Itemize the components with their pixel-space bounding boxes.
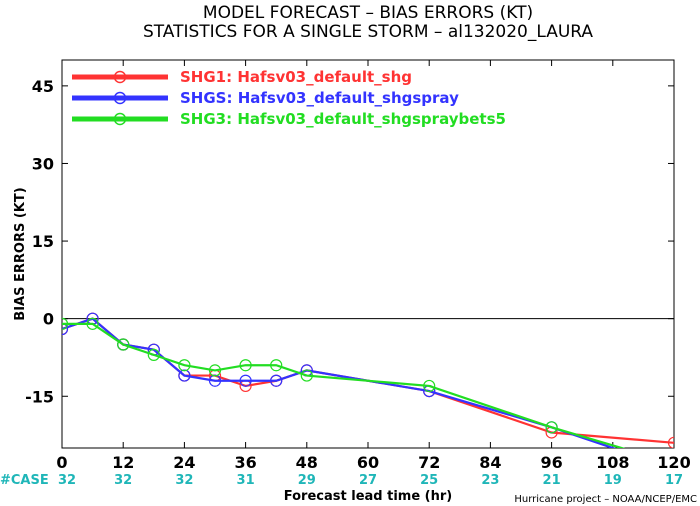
case-count: 21	[543, 473, 561, 488]
case-counts: 32 32 32 31 29 27 25 23 21 19 17	[58, 473, 683, 488]
data-point	[86, 317, 99, 330]
x-tick-label: 108	[596, 453, 629, 472]
case-count: 19	[604, 473, 622, 488]
y-tick-label: 30	[32, 154, 54, 173]
y-axis-label: BIAS ERRORS (KT)	[13, 187, 28, 320]
data-point	[147, 348, 160, 361]
series-1	[62, 312, 617, 448]
x-tick-label: 24	[173, 453, 195, 472]
legend-marker	[113, 70, 127, 84]
legend-entry-1: SHGS: Hafsv03_default_shgspray	[72, 89, 459, 107]
series-line	[62, 322, 626, 448]
case-count: 25	[420, 473, 438, 488]
data-point	[208, 364, 222, 377]
legend: SHG1: Hafsv03_default_shg SHGS: Hafsv03_d…	[72, 68, 506, 128]
x-axis-ticks: 0 12 24 36 48 60 72 84 96 108 120	[56, 60, 691, 472]
x-axis-label: Forecast lead time (hr)	[284, 489, 452, 504]
series-layer	[62, 312, 674, 448]
legend-label: SHG3: Hafsv03_default_shgspraybets5	[180, 110, 506, 128]
x-tick-label: 96	[540, 453, 562, 472]
data-point	[178, 369, 191, 382]
data-point	[545, 421, 558, 434]
data-point	[208, 374, 222, 387]
case-count: 32	[114, 473, 132, 488]
data-point	[270, 359, 283, 372]
data-point	[62, 322, 69, 336]
x-tick-label: 12	[112, 453, 134, 472]
data-point	[667, 436, 674, 448]
data-point	[423, 379, 436, 393]
x-tick-label: 0	[56, 453, 67, 472]
credit-text: Hurricane project – NOAA/NCEP/EMC	[514, 494, 697, 505]
y-tick-label: 15	[32, 232, 54, 251]
x-tick-label: 36	[234, 453, 256, 472]
x-tick-label: 60	[357, 453, 379, 472]
data-point	[270, 374, 283, 387]
case-count: 32	[175, 473, 193, 488]
case-label: #CASE	[0, 473, 49, 488]
legend-label: SHGS: Hafsv03_default_shgspray	[180, 89, 459, 107]
x-tick-label: 72	[418, 453, 440, 472]
chart-title: MODEL FORECAST – BIAS ERRORS (KT)	[203, 3, 533, 23]
data-point	[178, 359, 191, 372]
data-point	[239, 359, 252, 372]
legend-marker	[113, 91, 127, 105]
data-point	[62, 317, 69, 330]
series-2	[62, 317, 626, 448]
legend-entry-0: SHG1: Hafsv03_default_shg	[72, 68, 412, 86]
case-count: 32	[58, 473, 76, 488]
case-count: 27	[359, 473, 377, 488]
legend-entry-2: SHG3: Hafsv03_default_shgspraybets5	[72, 110, 506, 128]
case-count: 17	[665, 473, 683, 488]
case-count: 29	[298, 473, 316, 488]
legend-label: SHG1: Hafsv03_default_shg	[180, 68, 412, 86]
data-point	[239, 374, 252, 387]
case-count: 31	[237, 473, 255, 488]
x-tick-label: 120	[657, 453, 690, 472]
data-point	[117, 338, 130, 351]
y-tick-label: 45	[32, 77, 54, 96]
y-tick-label: 0	[43, 310, 54, 329]
x-tick-label: 48	[296, 453, 318, 472]
legend-marker	[113, 112, 127, 126]
case-count: 23	[481, 473, 499, 488]
x-tick-label: 84	[479, 453, 501, 472]
chart-subtitle: STATISTICS FOR A SINGLE STORM – al132020…	[143, 22, 593, 42]
y-tick-label: -15	[25, 387, 54, 406]
data-point	[300, 369, 313, 382]
y-axis-ticks: -15 0 15 30 45	[25, 77, 674, 406]
